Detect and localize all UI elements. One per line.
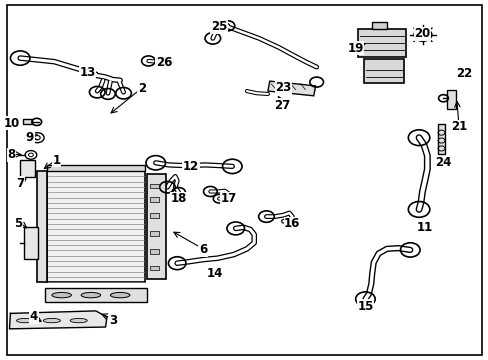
Text: 2: 2 (138, 82, 146, 95)
Text: 19: 19 (347, 41, 363, 54)
Text: 25: 25 (210, 20, 227, 33)
Text: 14: 14 (206, 267, 223, 280)
Bar (351, 42, 358, 48)
Ellipse shape (17, 319, 34, 323)
Bar (267, 81, 315, 96)
Bar (357, 29, 406, 57)
Bar (47, 165, 144, 171)
Text: 26: 26 (156, 56, 172, 69)
Text: 9: 9 (26, 131, 34, 144)
Text: 5: 5 (14, 216, 22, 230)
Bar (150, 197, 159, 202)
Ellipse shape (110, 292, 130, 298)
Bar (150, 213, 159, 218)
Text: 1: 1 (53, 154, 61, 167)
Text: 8: 8 (7, 148, 16, 161)
Text: 18: 18 (170, 192, 186, 205)
Text: 17: 17 (220, 192, 237, 205)
Ellipse shape (52, 292, 71, 298)
Bar (447, 90, 455, 109)
Ellipse shape (43, 319, 61, 323)
Bar (23, 226, 38, 259)
Text: 10: 10 (3, 117, 20, 130)
Bar (147, 174, 165, 279)
Bar (37, 171, 47, 282)
Text: 15: 15 (357, 300, 373, 313)
Bar (44, 288, 147, 302)
Text: 7: 7 (16, 177, 24, 190)
Bar (20, 160, 35, 177)
Bar (150, 266, 159, 270)
Text: 11: 11 (416, 221, 432, 234)
Bar (22, 120, 32, 125)
Text: 4: 4 (30, 310, 38, 324)
Bar (437, 124, 445, 154)
Bar (150, 184, 159, 188)
Bar (150, 231, 159, 235)
Bar (363, 59, 403, 83)
Text: 3: 3 (108, 314, 117, 327)
Ellipse shape (70, 319, 87, 323)
Polygon shape (9, 311, 107, 329)
Bar (47, 171, 144, 282)
Text: 27: 27 (274, 99, 290, 112)
Text: 16: 16 (284, 217, 300, 230)
Text: 12: 12 (183, 160, 199, 173)
Text: 6: 6 (199, 243, 207, 256)
Text: 22: 22 (455, 67, 471, 80)
Bar (150, 249, 159, 253)
Bar (371, 22, 386, 29)
Text: 13: 13 (79, 66, 96, 79)
Text: 23: 23 (275, 81, 291, 94)
Text: 24: 24 (434, 156, 451, 169)
Text: 20: 20 (413, 27, 430, 40)
Text: 21: 21 (450, 121, 466, 134)
Ellipse shape (81, 292, 101, 298)
